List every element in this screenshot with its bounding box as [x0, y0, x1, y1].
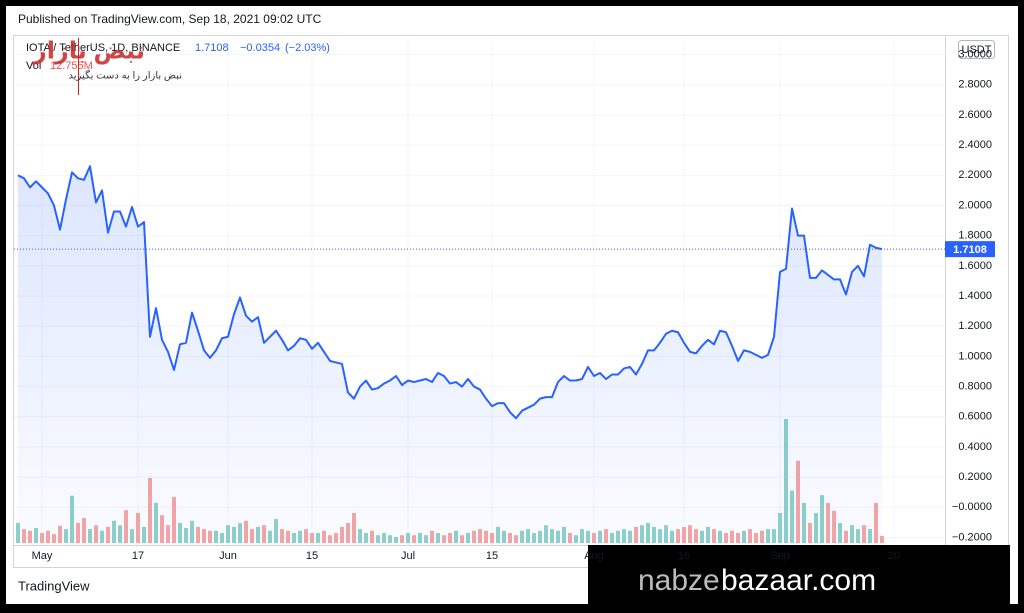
y-tick-label: 2.0000 — [958, 199, 992, 211]
legend-change-pct: (−2.03%) — [285, 42, 330, 54]
y-tick-label: 3.0000 — [958, 49, 992, 61]
y-tick-label: 2.4000 — [958, 139, 992, 151]
legend-price: 1.7108 — [195, 42, 229, 54]
y-tick-label: 2.6000 — [958, 109, 992, 121]
y-tick-label: 1.2000 — [958, 320, 992, 332]
legend-volume: Vol — [26, 60, 41, 72]
y-tick-label: 1.0000 — [958, 350, 992, 362]
currency-label: USDT — [962, 44, 992, 56]
footer-logo: TradingView — [18, 578, 90, 593]
last-price-tag — [945, 241, 995, 258]
watermark-slogan: نبض بازار را به دست بگیرید — [69, 70, 183, 82]
legend-symbol: IOTA / TetherUS, 1D, BINANCE — [26, 42, 180, 54]
y-tick-label: 1.8000 — [958, 230, 992, 242]
x-tick-label: 17 — [132, 550, 144, 562]
publish-header: Published on TradingView.com, Sep 18, 20… — [18, 12, 322, 26]
y-tick-label: 0.8000 — [958, 380, 992, 392]
price-line — [17, 165, 883, 420]
y-tick-label: −0.2000 — [952, 531, 992, 543]
x-tick-label: 20 — [888, 550, 900, 562]
y-tick-label: 2.8000 — [958, 79, 992, 91]
y-tick-label: 0.6000 — [958, 411, 992, 423]
currency-box — [958, 40, 995, 59]
y-tick-label: 0.2000 — [958, 471, 992, 483]
y-tick-label: 1.6000 — [958, 260, 992, 272]
y-tick-label: −0.0000 — [952, 501, 992, 513]
x-tick-label: Sep — [770, 550, 790, 562]
y-tick-label: 2.2000 — [958, 169, 992, 181]
watermark-box — [588, 545, 1010, 607]
x-tick-label: Aug — [584, 550, 604, 562]
last-price-label: 1.7108 — [953, 244, 987, 256]
x-tick-label: Jun — [219, 550, 237, 562]
legend-change: −0.0354 — [240, 42, 280, 54]
x-tick-label: Jul — [401, 550, 415, 562]
x-tick-label: 16 — [678, 550, 690, 562]
y-tick-label: 1.4000 — [958, 290, 992, 302]
watermark-logo: نبض بازار — [32, 37, 145, 64]
watermark-site: bazaar.com — [721, 564, 876, 597]
x-tick-label: May — [32, 550, 53, 562]
plot-area — [14, 38, 945, 545]
legend-volume-value: 12.755M — [50, 60, 93, 72]
watermark-site: nabze — [638, 564, 720, 597]
x-tick-label: 15 — [486, 550, 498, 562]
price-area — [18, 166, 882, 545]
y-tick-label: 0.4000 — [958, 441, 992, 453]
x-tick-label: 15 — [306, 550, 318, 562]
